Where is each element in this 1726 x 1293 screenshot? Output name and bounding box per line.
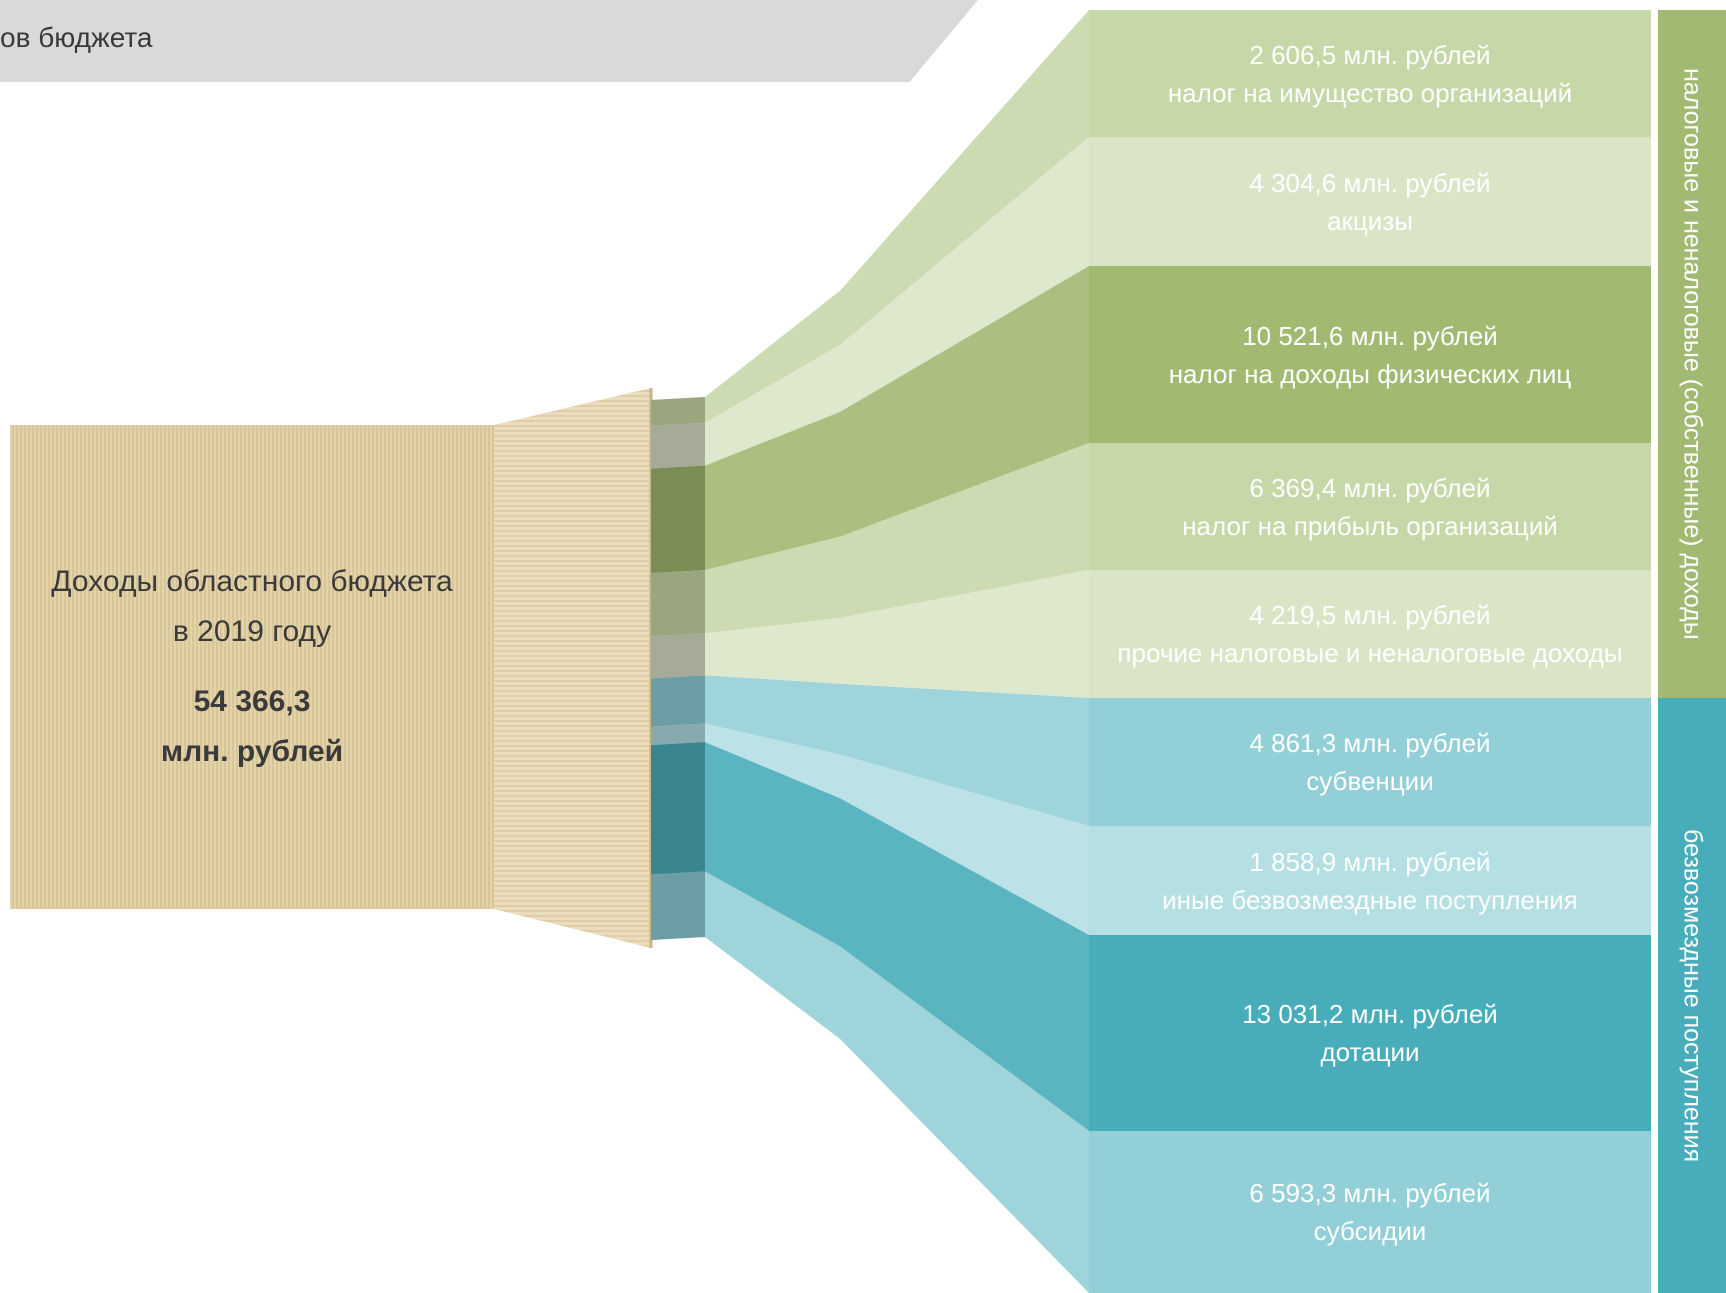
category-box — [1089, 266, 1651, 443]
flow-band — [651, 742, 1089, 1131]
group-gratuitous-label: безвозмездные поступления — [1678, 828, 1707, 1163]
category-amount: 4 304,6 млн. рублей — [1249, 167, 1491, 198]
flow-band-shadow — [651, 723, 705, 746]
source-box — [10, 425, 494, 909]
category-box — [1089, 443, 1651, 570]
category-box — [1089, 570, 1651, 698]
category-label: 6 369,4 млн. рублей налог на прибыль орга… — [1089, 443, 1651, 570]
flow-band-shadow — [651, 742, 705, 875]
source-total-unit: млн. рублей — [160, 735, 344, 768]
flow-band — [651, 723, 1089, 935]
category-name: субсидии — [1313, 1216, 1427, 1246]
category-name: дотации — [1320, 1037, 1420, 1067]
header-banner — [0, 0, 978, 82]
category-label: 4 304,6 млн. рублей акцизы — [1089, 137, 1651, 266]
category-label: 4 861,3 млн. рублей субвенции — [1089, 698, 1651, 826]
category-name: иные безвозмездные поступления — [1162, 884, 1578, 915]
flow-band-shadow — [651, 397, 705, 426]
flow-band — [651, 266, 1089, 574]
category-amount: 4 219,5 млн. рублей — [1249, 600, 1491, 630]
category-box — [1089, 935, 1651, 1131]
header-title: ов бюджета — [0, 22, 153, 53]
category-box — [1089, 1131, 1651, 1293]
category-box — [1089, 137, 1651, 266]
category-label: 6 593,3 млн. рублей субсидии — [1089, 1131, 1651, 1293]
group-own-revenue: налоговые и неналоговые (собственные) до… — [1658, 10, 1726, 698]
category-name: акцизы — [1327, 205, 1413, 236]
group-own-revenue-label: налоговые и неналоговые (собственные) до… — [1678, 68, 1707, 640]
category-box — [1089, 826, 1651, 935]
category-box — [1089, 10, 1651, 137]
category-amount: 1 858,9 млн. рублей — [1249, 846, 1491, 877]
source-label: Доходы областного бюджета в 2019 году 54… — [10, 425, 494, 909]
category-label: 13 031,2 млн. рублей дотации — [1089, 935, 1651, 1131]
flow-band — [651, 871, 1089, 1293]
flow-band — [651, 675, 1089, 826]
flow-band-shadow — [651, 465, 705, 574]
flow-band-shadow — [651, 871, 705, 940]
flow-band-shadow — [651, 675, 705, 727]
flow-band-shadow — [651, 570, 705, 637]
category-amount: 10 521,6 млн. рублей — [1242, 320, 1498, 351]
flow-band-shadow — [651, 422, 705, 469]
category-amount: 2 606,5 млн. рублей — [1249, 39, 1491, 70]
category-name: налог на прибыль организаций — [1182, 510, 1558, 541]
source-total-value: 54 366,3 — [193, 685, 311, 718]
source-title-line2: в 2019 году — [172, 615, 332, 648]
category-name: прочие налоговые и неналоговые доходы — [1117, 638, 1623, 668]
category-box — [1089, 698, 1651, 826]
category-label: 2 606,5 млн. рублей налог на имущество ор… — [1089, 10, 1651, 137]
flow-band-shadow — [651, 633, 705, 679]
category-name: налог на имущество организаций — [1167, 77, 1573, 108]
category-amount: 4 861,3 млн. рублей — [1249, 728, 1491, 758]
category-name: субвенции — [1306, 766, 1434, 796]
flow-band — [651, 443, 1089, 637]
category-label: 1 858,9 млн. рублей иные безвозмездные по… — [1089, 826, 1651, 935]
category-amount: 6 369,4 млн. рублей — [1249, 472, 1491, 503]
category-amount: 13 031,2 млн. рублей — [1242, 999, 1498, 1029]
source-box-side — [494, 388, 651, 948]
category-label: 10 521,6 млн. рублей налог на доходы физи… — [1089, 266, 1651, 443]
category-name: налог на доходы физических лиц — [1168, 358, 1572, 389]
group-gratuitous: безвозмездные поступления — [1658, 698, 1726, 1293]
flow-band — [651, 570, 1089, 698]
category-label: 4 219,5 млн. рублей прочие налоговые и не… — [1089, 570, 1651, 698]
category-amount: 6 593,3 млн. рублей — [1249, 1178, 1491, 1208]
source-title-line1: Доходы областного бюджета — [51, 565, 453, 598]
